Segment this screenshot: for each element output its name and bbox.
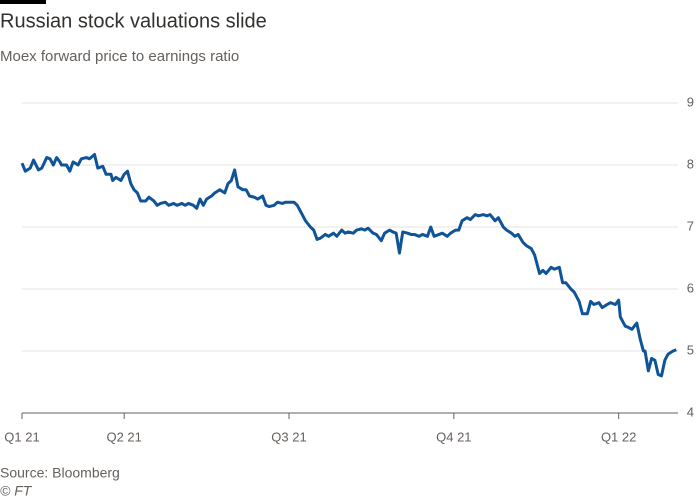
y-tick-label: 4	[687, 404, 694, 419]
x-tick-label: Q2 21	[106, 429, 141, 444]
x-tick-label: Q3 21	[271, 429, 306, 444]
brand-bar	[0, 0, 46, 4]
x-tick-label: Q1 22	[601, 429, 636, 444]
y-tick-label: 6	[687, 280, 694, 295]
chart-subtitle: Moex forward price to earnings ratio	[0, 48, 239, 65]
source: Source: Bloomberg	[0, 465, 120, 481]
plot-area: 4 5 6 7 8 9 Q1 21 Q2 21 Q3 21 Q4 21 Q1 22	[4, 94, 694, 444]
y-tick-label: 7	[687, 218, 694, 233]
y-tick-label: 8	[687, 156, 694, 171]
data-line	[20, 152, 677, 378]
chart-title: Russian stock valuations slide	[0, 10, 267, 32]
x-tick-label: Q4 21	[436, 429, 471, 444]
x-tick-label: Q1 21	[4, 429, 39, 444]
credit: © FT	[0, 483, 33, 499]
y-tick-label: 9	[687, 94, 694, 109]
y-tick-label: 5	[687, 342, 694, 357]
